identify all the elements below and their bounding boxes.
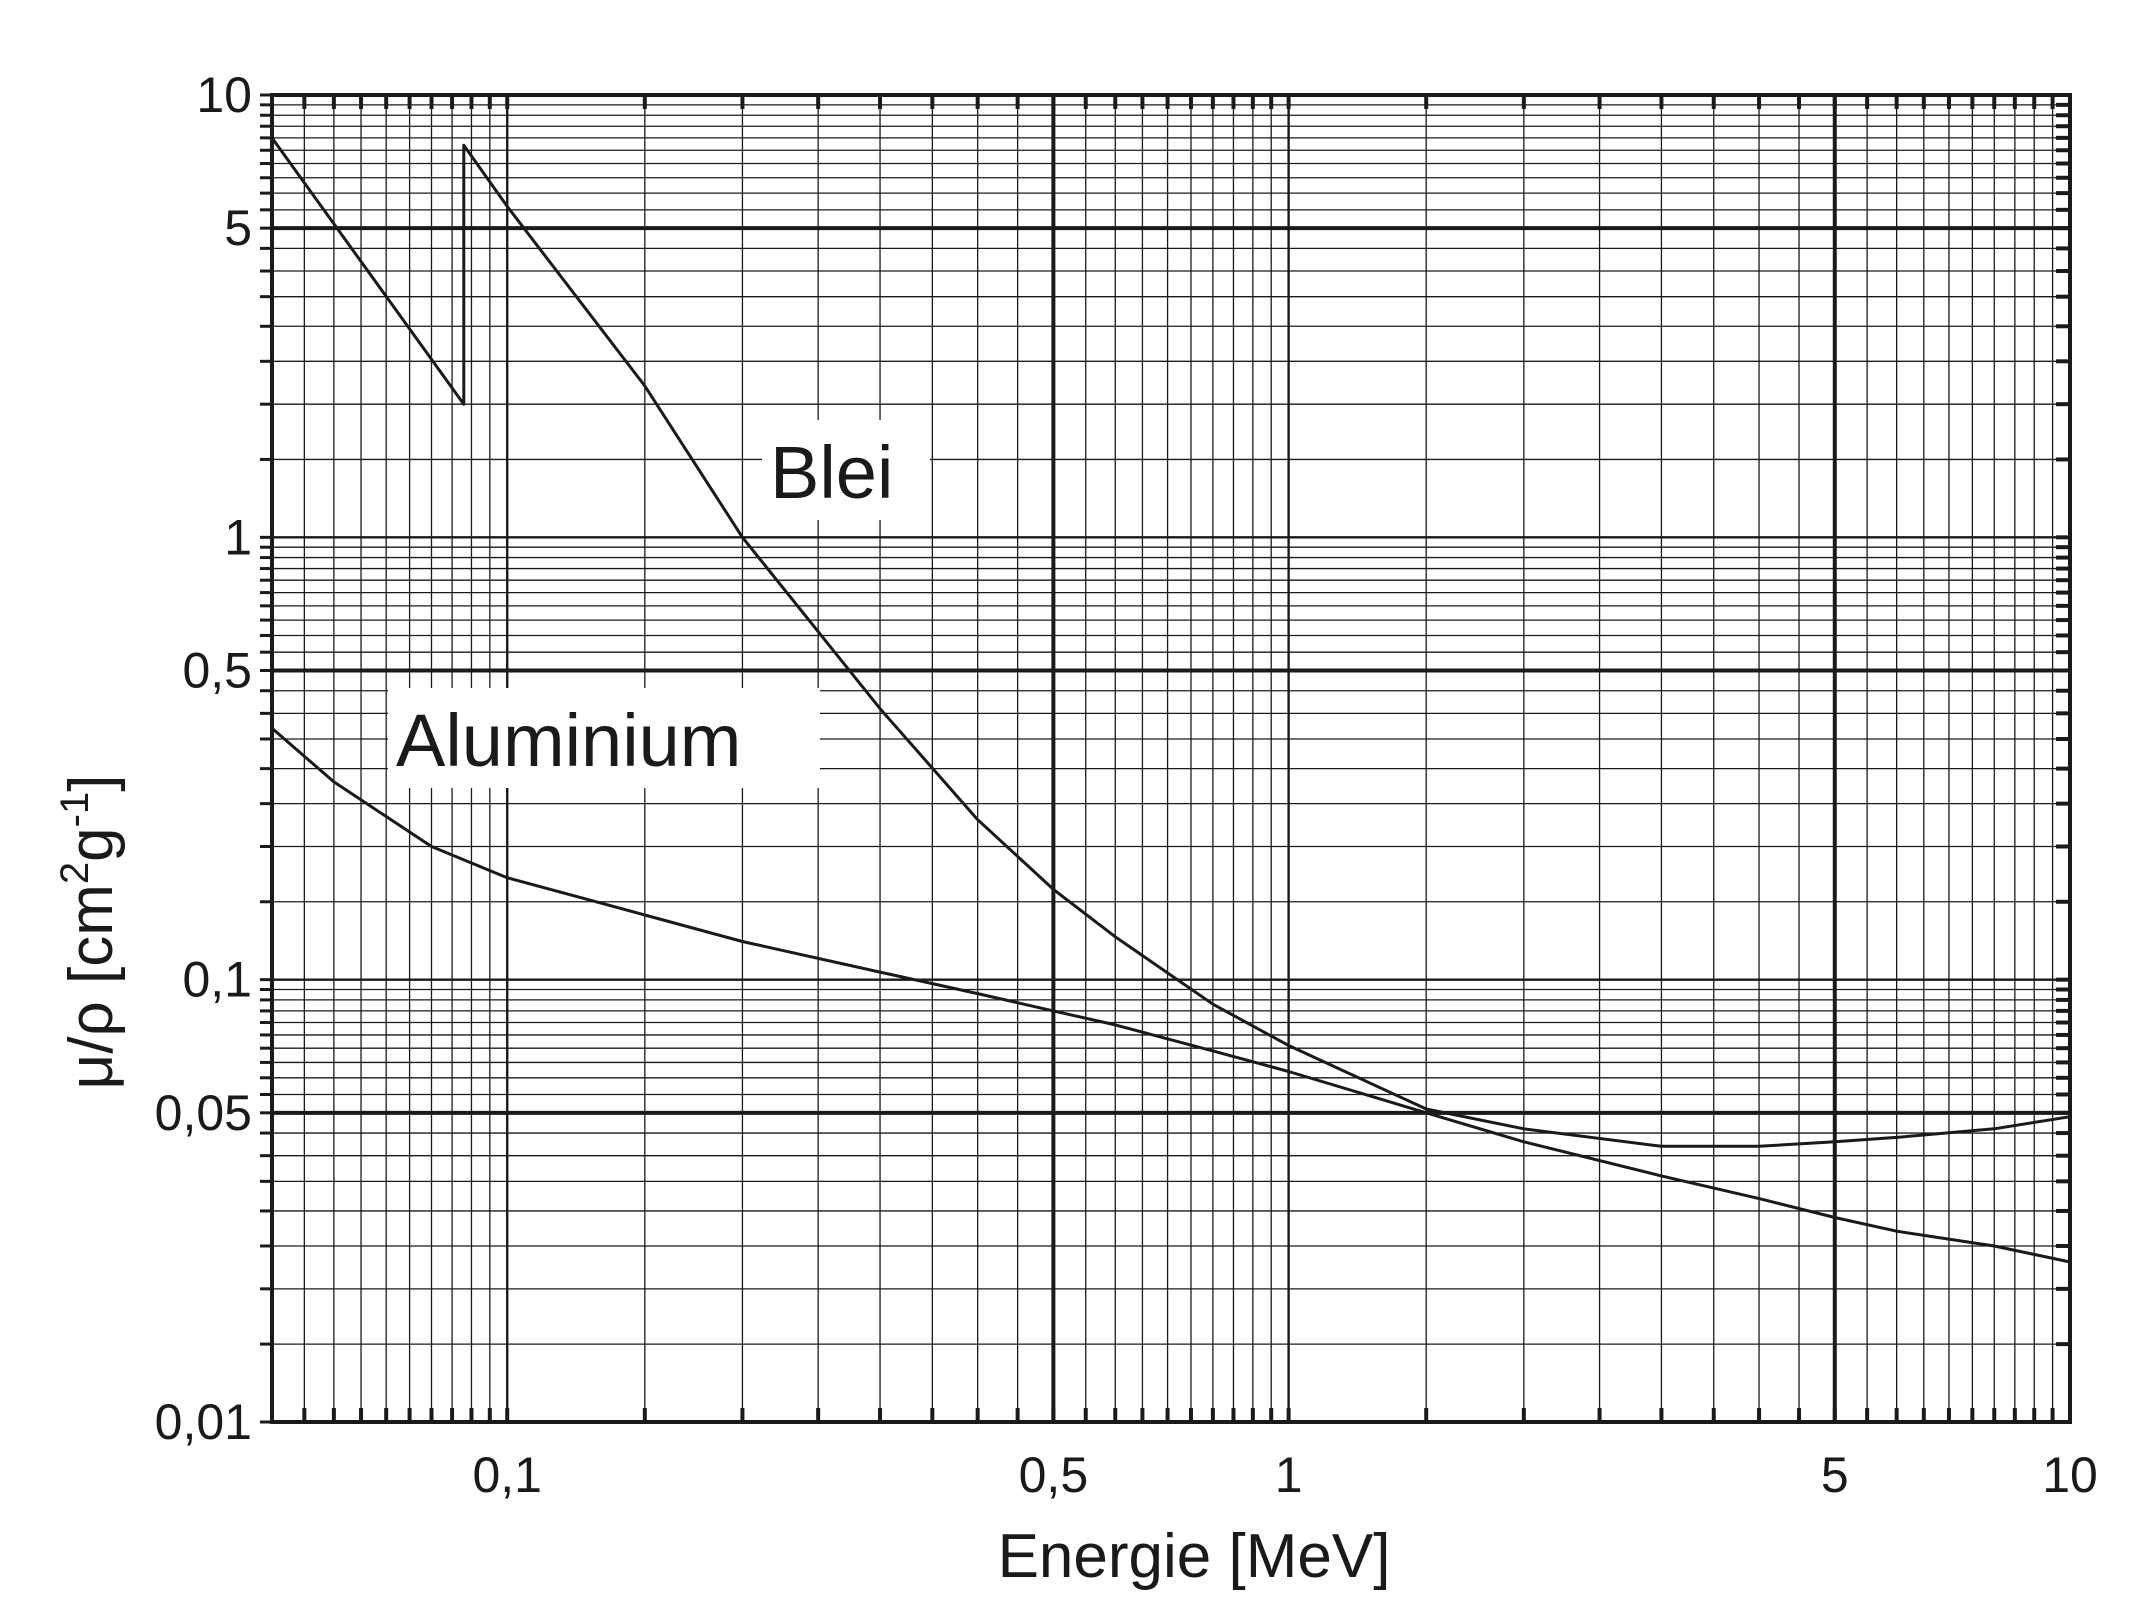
- y-tick-label: 1: [224, 509, 252, 565]
- y-tick-label: 10: [196, 67, 252, 123]
- y-tick-label: 0,5: [182, 642, 252, 698]
- y-tick-label: 0,01: [155, 1394, 252, 1450]
- x-tick-label: 5: [1821, 1447, 1849, 1503]
- y-tick-label: 0,1: [182, 952, 252, 1008]
- plot-frame: [270, 93, 2072, 1424]
- series-line-aluminium: [271, 727, 2071, 1264]
- x-axis-title: Energie [MeV]: [998, 1522, 1391, 1591]
- series-line-blei: [270, 137, 2071, 1148]
- y-axis-title: μ/ρ [cm2g-1]: [53, 775, 126, 1090]
- blei-label-background: [762, 420, 930, 520]
- y-tick-label: 5: [224, 200, 252, 256]
- x-tick-label: 1: [1275, 1447, 1303, 1503]
- x-tick-label: 0,1: [472, 1447, 542, 1503]
- y-tick-label: 0,05: [155, 1085, 252, 1141]
- aluminium-label-background: [388, 688, 820, 788]
- series-label-aluminium: Aluminium: [396, 699, 741, 782]
- series-label-blei: Blei: [770, 431, 893, 514]
- tick-labels: 0,1 0,5 1 5 10 0,01 0,05 0,1 0,5 1 5 10: [155, 67, 2098, 1503]
- x-tick-label: 0,5: [1019, 1447, 1089, 1503]
- x-tick-label: 10: [2042, 1447, 2098, 1503]
- series-labels: Blei Aluminium: [388, 420, 930, 788]
- series-lines: [270, 137, 2071, 1264]
